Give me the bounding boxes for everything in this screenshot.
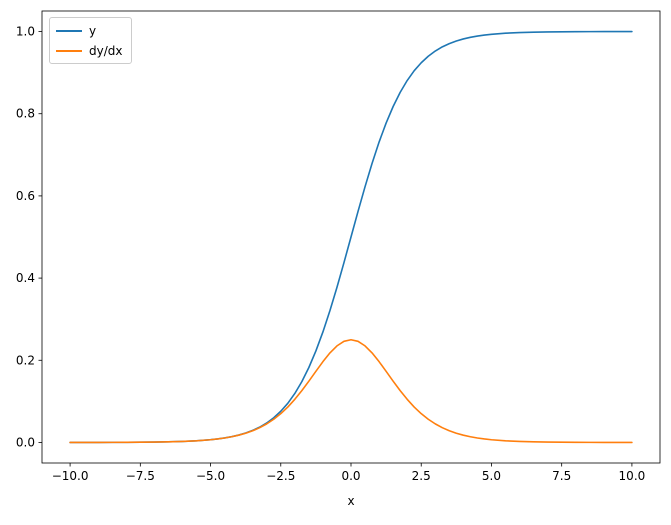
- axes-spines: [41, 10, 661, 464]
- x-axis-title: x: [347, 494, 355, 508]
- legend-label-dydx: dy/dx: [89, 43, 123, 58]
- x-tick-label: −7.5: [126, 469, 155, 483]
- series-line-dydx: [69, 338, 633, 444]
- legend: y dy/dx: [49, 17, 133, 64]
- x-tick-label: −5.0: [196, 469, 225, 483]
- x-tick-label: 0.0: [341, 469, 360, 483]
- y-tick-label: 0.0: [16, 435, 35, 449]
- y-tick-label: 1.0: [16, 25, 35, 39]
- series-line-y: [69, 30, 633, 444]
- legend-item-dydx: dy/dx: [56, 42, 122, 59]
- x-tick-label: 5.0: [482, 469, 501, 483]
- legend-line-sample-y: [56, 29, 82, 32]
- x-tick-label: 2.5: [412, 469, 431, 483]
- y-tick-label: 0.4: [16, 271, 35, 285]
- x-tick-label: 10.0: [619, 469, 646, 483]
- legend-line-sample-dydx: [56, 49, 82, 52]
- x-tick-label: −2.5: [266, 469, 295, 483]
- y-tick-label: 0.2: [16, 353, 35, 367]
- legend-label-y: y: [89, 23, 97, 38]
- y-tick-label: 0.6: [16, 189, 35, 203]
- x-tick-label: 7.5: [552, 469, 571, 483]
- y-tick-label: 0.8: [16, 107, 35, 121]
- x-tick-label: −10.0: [52, 469, 89, 483]
- legend-item-y: y: [56, 22, 122, 39]
